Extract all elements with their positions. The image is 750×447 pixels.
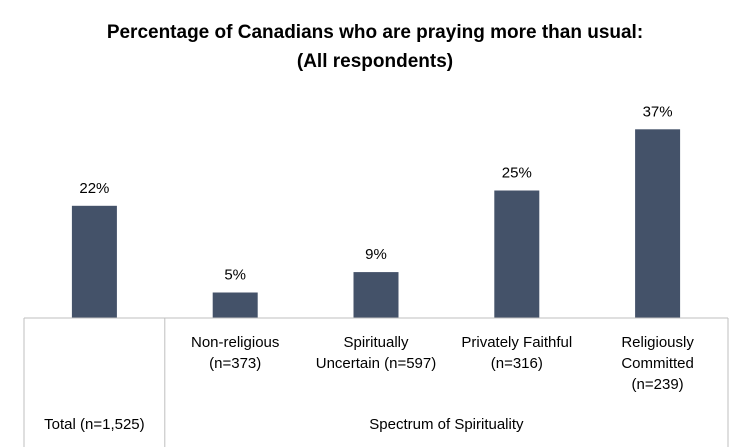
data-label-2: 9% [365,246,387,263]
labels-layer: 22% 5% 9% 25% 37% Total (n=1,525) Non-religiou… [44,103,694,433]
group-label: Spectrum of Spirituality [369,416,524,433]
chart-title: Percentage of Canadians who are praying … [107,22,643,43]
data-label-1: 5% [224,267,246,284]
bar-4 [635,129,681,318]
bar-1 [212,292,258,318]
data-label-4: 37% [643,103,673,120]
category-label-0: Total (n=1,525) [44,416,144,433]
bars-layer [71,129,681,318]
bar-0 [71,205,117,318]
chart-subtitle: (All respondents) [297,51,453,72]
category-label-4: Religiously Committed (n=239) [621,334,694,393]
category-label-2: Spiritually Uncertain (n=597) [316,334,436,372]
bar-3 [494,190,540,318]
category-label-3: Privately Faithful (n=316) [461,334,572,372]
axis-layer [23,317,729,447]
category-label-1: Non-religious (n=373) [191,334,279,372]
bar-2 [353,272,399,318]
data-label-0: 22% [79,180,109,197]
data-label-3: 25% [502,165,532,182]
